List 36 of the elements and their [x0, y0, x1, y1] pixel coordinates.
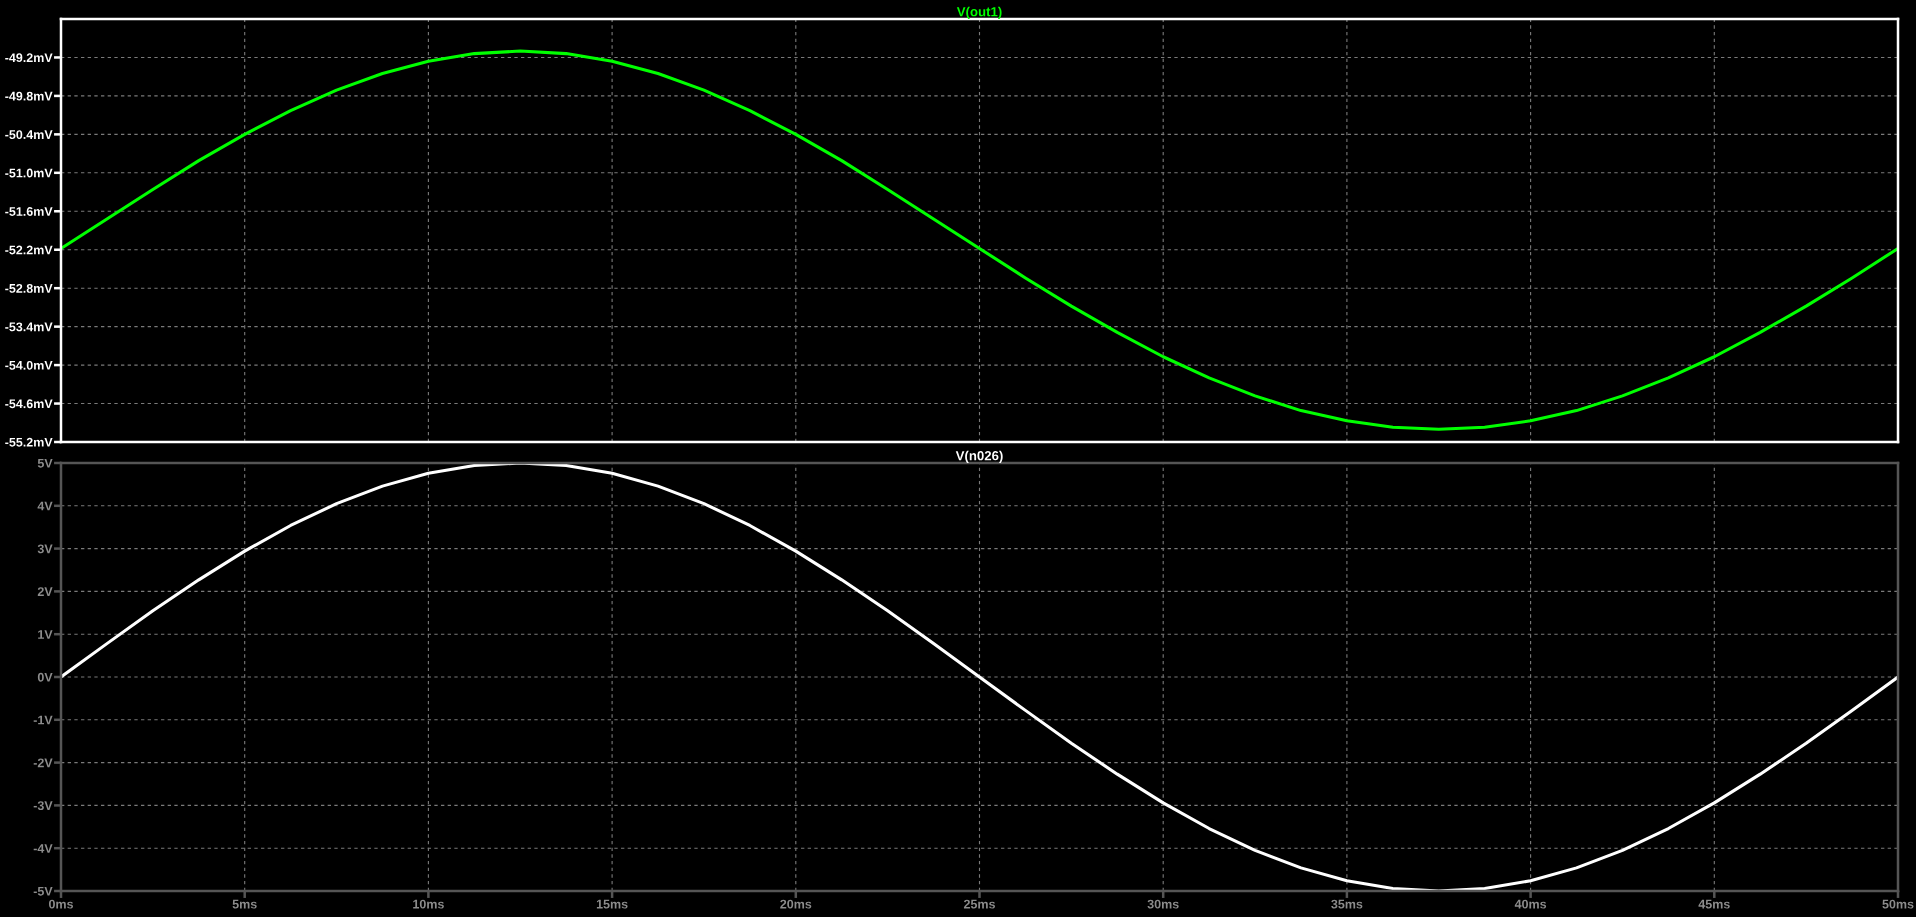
y-tick-label: -55.2mV	[5, 437, 53, 447]
chart-title: V(n026)	[955, 450, 1003, 463]
x-tick-label: 20ms	[780, 899, 812, 909]
y-tick-label: -49.8mV	[5, 91, 53, 101]
x-tick-label: 25ms	[963, 899, 995, 909]
x-tick-label: 35ms	[1331, 899, 1363, 909]
x-tick-label: 10ms	[413, 899, 444, 909]
y-tick-label: -3V	[33, 801, 53, 811]
y-tick-label: -52.2mV	[5, 245, 53, 255]
y-tick-label: 4V	[37, 501, 53, 511]
y-tick-label: 5V	[37, 458, 53, 468]
x-tick-label: 5ms	[232, 899, 257, 909]
y-tick-label: -5V	[33, 886, 53, 896]
y-tick-label: -52.8mV	[5, 283, 53, 293]
y-tick-label: -51.0mV	[5, 168, 53, 178]
chart-title: V(out1)	[956, 6, 1002, 19]
y-tick-label: -54.0mV	[5, 360, 53, 370]
x-tick-label: 50ms	[1882, 899, 1914, 909]
x-tick-label: 30ms	[1147, 899, 1179, 909]
y-tick-label: -54.6mV	[5, 399, 53, 409]
x-tick-label: 40ms	[1514, 899, 1547, 909]
y-tick-label: -50.4mV	[5, 130, 53, 140]
y-tick-label: -49.2mV	[5, 53, 53, 63]
x-tick-label: 45ms	[1698, 899, 1730, 909]
y-tick-label: -1V	[33, 715, 53, 725]
y-tick-label: 1V	[38, 630, 53, 639]
y-tick-label: -2V	[33, 758, 53, 768]
y-tick-label: 2V	[37, 587, 53, 596]
y-tick-label: 0V	[37, 672, 53, 682]
line-series	[61, 49, 1898, 431]
x-tick-label: 0ms	[48, 899, 73, 909]
y-tick-label: -4V	[33, 844, 53, 853]
y-tick-label: 3V	[37, 544, 53, 554]
y-tick-label: -53.4mV	[5, 322, 53, 332]
y-tick-label: -51.6mV	[5, 207, 53, 216]
x-tick-label: 15ms	[596, 899, 628, 909]
